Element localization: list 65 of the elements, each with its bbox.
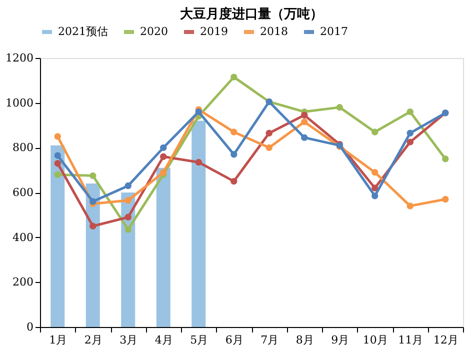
point — [372, 128, 378, 136]
bar — [192, 120, 206, 327]
point — [54, 152, 61, 159]
legend-label: 2018 — [260, 25, 288, 38]
point — [266, 144, 272, 152]
y-tick-label: 400 — [12, 230, 34, 244]
point — [406, 108, 414, 116]
point — [230, 128, 238, 136]
point — [442, 156, 449, 162]
point — [372, 168, 378, 176]
point — [54, 160, 61, 167]
point — [54, 133, 61, 140]
point — [160, 144, 167, 152]
point — [195, 158, 202, 166]
point — [160, 153, 167, 160]
point — [406, 130, 414, 136]
point — [442, 196, 449, 203]
point — [266, 130, 272, 136]
point — [90, 172, 96, 180]
point — [301, 112, 308, 119]
point — [195, 108, 202, 116]
point — [124, 182, 132, 190]
x-tick-label: 4月 — [154, 334, 173, 346]
point — [230, 178, 238, 185]
point — [124, 197, 132, 204]
y-tick-label: 600 — [12, 186, 34, 199]
point — [336, 104, 343, 111]
point — [301, 134, 308, 141]
point — [124, 226, 132, 233]
bar — [50, 145, 65, 327]
legend-label: 2021预估 — [58, 25, 108, 38]
legend-label: 2019 — [200, 25, 228, 38]
point — [54, 171, 61, 178]
y-tick-label: 1200 — [6, 52, 34, 64]
x-tick-label: 11月 — [398, 334, 424, 346]
x-tick-label: 8月 — [296, 334, 314, 346]
x-tick-label: 10月 — [362, 334, 388, 346]
y-tick-label: 1000 — [6, 96, 34, 110]
x-tick-label: 6月 — [225, 334, 244, 346]
x-tick-label: 7月 — [260, 334, 279, 346]
x-tick-label: 3月 — [120, 334, 138, 346]
point — [372, 184, 378, 192]
legend-label: 2020 — [140, 25, 168, 38]
x-tick-label: 9月 — [331, 334, 350, 346]
bar — [86, 184, 100, 327]
chart-title: 大豆月度进口量（万吨） — [180, 6, 323, 22]
point — [406, 138, 414, 146]
x-tick-label: 1月 — [49, 334, 68, 346]
point — [160, 168, 167, 176]
point — [90, 198, 96, 205]
x-tick-label: 12月 — [433, 334, 458, 346]
bar — [156, 168, 170, 327]
point — [301, 118, 308, 126]
point — [230, 74, 238, 80]
point — [90, 222, 96, 230]
y-tick-label: 200 — [12, 276, 34, 289]
y-tick-label: 0 — [26, 320, 34, 334]
legend-label: 2017 — [320, 25, 348, 38]
point — [372, 192, 378, 200]
point — [124, 214, 132, 221]
x-tick-label: 2月 — [84, 334, 102, 346]
point — [406, 202, 414, 210]
x-tick-label: 5月 — [190, 334, 208, 346]
y-tick-label: 800 — [12, 141, 34, 154]
point — [230, 151, 238, 158]
